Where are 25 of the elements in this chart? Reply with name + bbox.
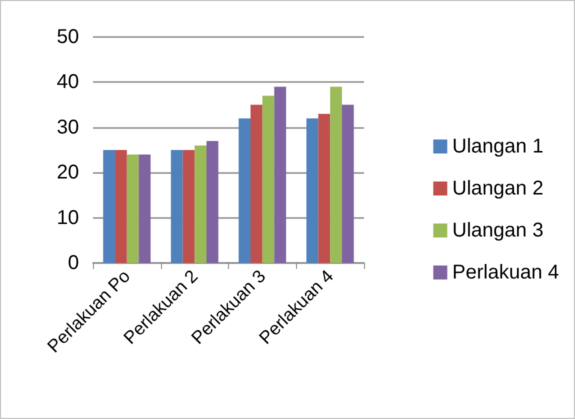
bar: [250, 104, 262, 263]
bar: [274, 86, 286, 263]
y-tick-label: 0: [68, 252, 79, 274]
bar: [318, 114, 330, 263]
bar: [138, 154, 151, 263]
bar: [103, 150, 116, 263]
bar: [206, 140, 218, 263]
bar: [238, 118, 251, 263]
bar: [342, 104, 354, 263]
legend-label: Ulangan 3: [452, 220, 544, 242]
y-tick-label: 20: [56, 162, 79, 184]
bar: [262, 96, 274, 263]
bar: [330, 86, 342, 263]
legend-label: Ulangan 1: [452, 136, 544, 158]
y-tick-label: 30: [56, 116, 79, 138]
bar: [126, 154, 139, 263]
bar: [115, 150, 127, 263]
bar: [182, 150, 195, 263]
bar: [306, 118, 318, 263]
bar: [170, 150, 183, 263]
bar: [194, 145, 206, 263]
y-tick-label: 10: [56, 206, 79, 229]
y-tick-label: 40: [56, 71, 79, 94]
legend-label: Ulangan 2: [452, 178, 544, 200]
y-tick-label: 50: [56, 26, 79, 48]
